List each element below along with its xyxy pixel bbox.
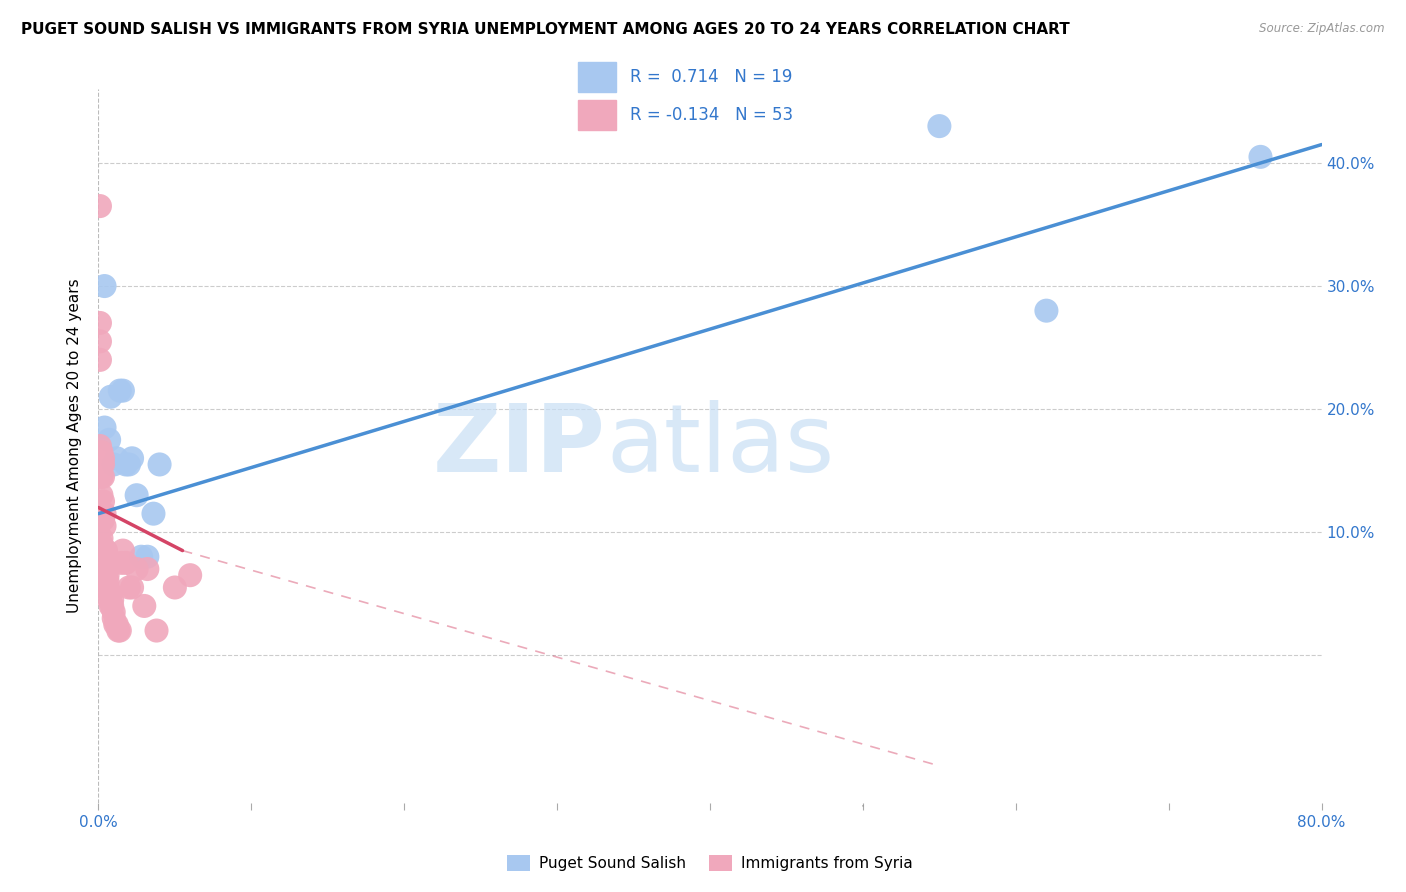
Point (101, 592, 124, 607)
FancyBboxPatch shape (578, 62, 616, 92)
Point (89, 439, 111, 453)
Point (94, 556, 117, 570)
Point (90, 458, 112, 472)
Point (89, 316, 111, 330)
Point (103, 458, 125, 472)
Point (121, 451, 143, 466)
Point (115, 556, 138, 570)
Point (93, 543, 115, 558)
Point (125, 562, 148, 576)
Point (98, 592, 121, 607)
Point (93, 279, 115, 293)
Point (1249, 150, 1271, 164)
Point (100, 390, 122, 404)
Point (142, 507, 165, 521)
Text: atlas: atlas (606, 400, 834, 492)
Point (129, 549, 152, 564)
Point (111, 543, 134, 558)
Point (108, 624, 131, 638)
Point (108, 384, 131, 398)
Point (89, 352, 111, 367)
Point (134, 599, 156, 613)
Y-axis label: Unemployment Among Ages 20 to 24 years: Unemployment Among Ages 20 to 24 years (67, 278, 83, 614)
Point (90, 488, 112, 502)
Point (107, 624, 129, 638)
Point (93, 519, 115, 533)
Text: PUGET SOUND SALISH VS IMMIGRANTS FROM SYRIA UNEMPLOYMENT AMONG AGES 20 TO 24 YEA: PUGET SOUND SALISH VS IMMIGRANTS FROM SY… (21, 22, 1070, 37)
Point (104, 617, 127, 632)
Point (110, 556, 132, 570)
Point (118, 581, 141, 595)
Point (94, 568, 117, 582)
Point (91, 513, 114, 527)
Point (103, 611, 125, 625)
Point (94, 574, 117, 589)
Point (105, 617, 128, 632)
Legend: Puget Sound Salish, Immigrants from Syria: Puget Sound Salish, Immigrants from Syri… (501, 849, 920, 877)
Point (93, 507, 115, 521)
Point (90, 469, 112, 483)
Point (97, 574, 120, 589)
Point (149, 458, 172, 472)
Point (91, 451, 114, 466)
Point (121, 581, 143, 595)
Point (93, 568, 115, 582)
Point (115, 458, 138, 472)
Point (111, 384, 134, 398)
Text: Source: ZipAtlas.com: Source: ZipAtlas.com (1260, 22, 1385, 36)
Point (91, 494, 114, 508)
Point (90, 445, 112, 459)
Point (100, 587, 122, 601)
Point (97, 581, 120, 595)
FancyBboxPatch shape (578, 100, 616, 130)
Point (101, 599, 124, 613)
Point (94, 543, 117, 558)
Point (93, 562, 115, 576)
Point (90, 537, 112, 551)
Point (98, 433, 121, 447)
Point (89, 458, 111, 472)
Text: R =  0.714   N = 19: R = 0.714 N = 19 (630, 68, 792, 86)
Point (89, 199, 111, 213)
Point (94, 549, 117, 564)
Text: R = -0.134   N = 53: R = -0.134 N = 53 (630, 105, 793, 123)
Point (136, 549, 159, 564)
Point (163, 581, 186, 595)
Point (98, 587, 121, 601)
Point (93, 420, 115, 434)
Point (100, 599, 122, 613)
Point (1035, 303, 1057, 318)
Text: ZIP: ZIP (433, 400, 606, 492)
Point (91, 458, 114, 472)
Point (125, 488, 148, 502)
Point (90, 531, 112, 545)
Point (105, 451, 128, 466)
Point (928, 119, 950, 133)
Point (145, 624, 167, 638)
Point (103, 605, 125, 619)
Point (89, 334, 111, 349)
Point (179, 568, 201, 582)
Point (97, 568, 120, 582)
Point (136, 562, 159, 576)
Point (91, 469, 114, 483)
Point (118, 458, 141, 472)
